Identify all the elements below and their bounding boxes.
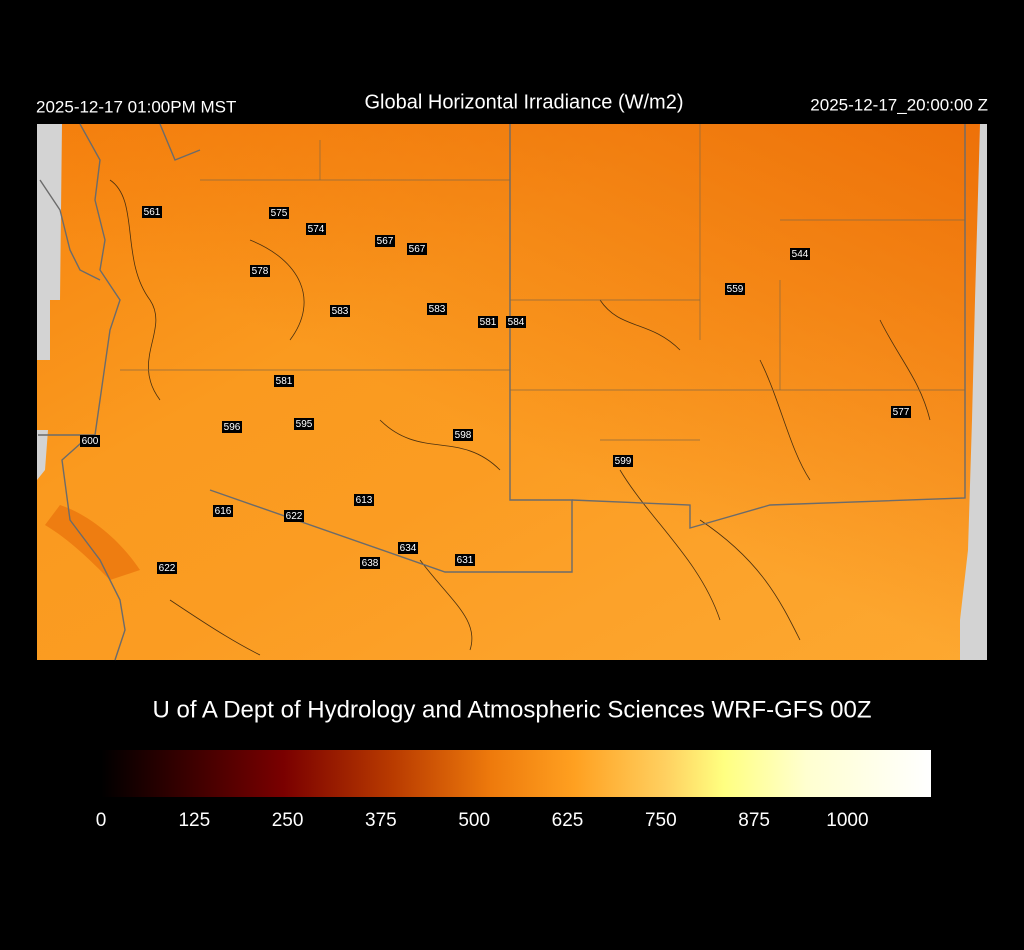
irradiance-shading	[45, 505, 140, 580]
station-label: 596	[224, 422, 241, 433]
station-label: 581	[480, 317, 497, 328]
station-label: 583	[332, 306, 349, 317]
map: 561 575 574 567 567 578 583 583 581 584 559 544 581 5…	[37, 123, 987, 661]
station-label: 567	[409, 244, 426, 255]
colorbar-tick-label: 750	[645, 810, 677, 831]
state-border	[39, 179, 101, 281]
no-data	[37, 430, 48, 480]
station-label: 574	[308, 224, 325, 235]
station-labels: 561 575 574 567 567 578 583 583 581 584 559 544 581 5…	[80, 206, 911, 574]
colorbar-tick-label: 375	[365, 810, 397, 831]
state-border	[209, 124, 573, 573]
station-label-bg	[80, 435, 100, 447]
station-label-bg	[478, 316, 498, 328]
station-label: 578	[252, 266, 269, 277]
station-label-bg	[613, 455, 633, 467]
state-border	[61, 434, 126, 661]
colorbar-tick-label: 0	[96, 810, 107, 831]
station-label: 559	[727, 284, 744, 295]
station-label-bg	[375, 235, 395, 247]
station-label-bg	[398, 542, 418, 554]
colorbar-tick-label: 250	[272, 810, 304, 831]
station-label-bg	[790, 248, 810, 260]
irradiance-shading	[37, 124, 987, 660]
local-time: 2025-12-17 01:00PM MST	[36, 97, 236, 116]
station-label: 622	[286, 511, 303, 522]
station-label: 616	[215, 506, 232, 517]
no-data	[37, 124, 62, 360]
state-border	[571, 124, 966, 529]
station-label-bg	[157, 562, 177, 574]
station-label-bg	[506, 316, 526, 328]
station-label: 631	[457, 555, 474, 566]
station-label-bg	[274, 375, 294, 387]
station-label: 544	[792, 249, 809, 260]
state-border	[159, 123, 201, 161]
station-label-bg	[354, 494, 374, 506]
station-label: 638	[362, 558, 379, 569]
station-label: 581	[276, 376, 293, 387]
station-label: 575	[271, 208, 288, 219]
station-label-bg	[330, 305, 350, 317]
station-label-bg	[284, 510, 304, 522]
colorbar	[101, 750, 931, 797]
station-label: 577	[893, 407, 910, 418]
colorbar-tick-label: 875	[738, 810, 770, 831]
county-lines	[120, 124, 965, 441]
station-label-bg	[269, 207, 289, 219]
station-label-bg	[306, 223, 326, 235]
station-label: 595	[296, 419, 313, 430]
contours	[109, 179, 931, 656]
station-label-bg	[455, 554, 475, 566]
station-label-bg	[222, 421, 242, 433]
no-data	[960, 124, 987, 660]
colorbar-ticks: 0 125 250 375 500 625 750 875 1000	[96, 810, 869, 831]
colorbar-tick-label: 500	[458, 810, 490, 831]
station-label-bg	[453, 429, 473, 441]
station-label: 584	[508, 317, 525, 328]
station-label-bg	[213, 505, 233, 517]
utc-time: 2025-12-17_20:00:00 Z	[810, 95, 988, 114]
station-label-bg	[427, 303, 447, 315]
map-title: Global Horizontal Irradiance (W/m2)	[365, 91, 684, 113]
station-label-bg	[142, 206, 162, 218]
colorbar-tick-label: 1000	[826, 810, 868, 831]
station-label: 599	[615, 456, 632, 467]
station-label: 561	[144, 207, 161, 218]
station-label: 600	[82, 436, 99, 447]
station-label-bg	[294, 418, 314, 430]
station-label-bg	[407, 243, 427, 255]
station-label: 567	[377, 236, 394, 247]
station-label-bg	[250, 265, 270, 277]
station-label: 634	[400, 543, 417, 554]
station-label-bg	[725, 283, 745, 295]
station-label: 622	[159, 563, 176, 574]
state-border	[38, 123, 121, 436]
station-label: 613	[356, 495, 373, 506]
station-label: 598	[455, 430, 472, 441]
credit: U of A Dept of Hydrology and Atmospheric…	[153, 696, 872, 723]
station-label-bg	[891, 406, 911, 418]
station-label: 583	[429, 304, 446, 315]
station-label-bg	[360, 557, 380, 569]
colorbar-tick-label: 625	[552, 810, 584, 831]
colorbar-tick-label: 125	[178, 810, 210, 831]
